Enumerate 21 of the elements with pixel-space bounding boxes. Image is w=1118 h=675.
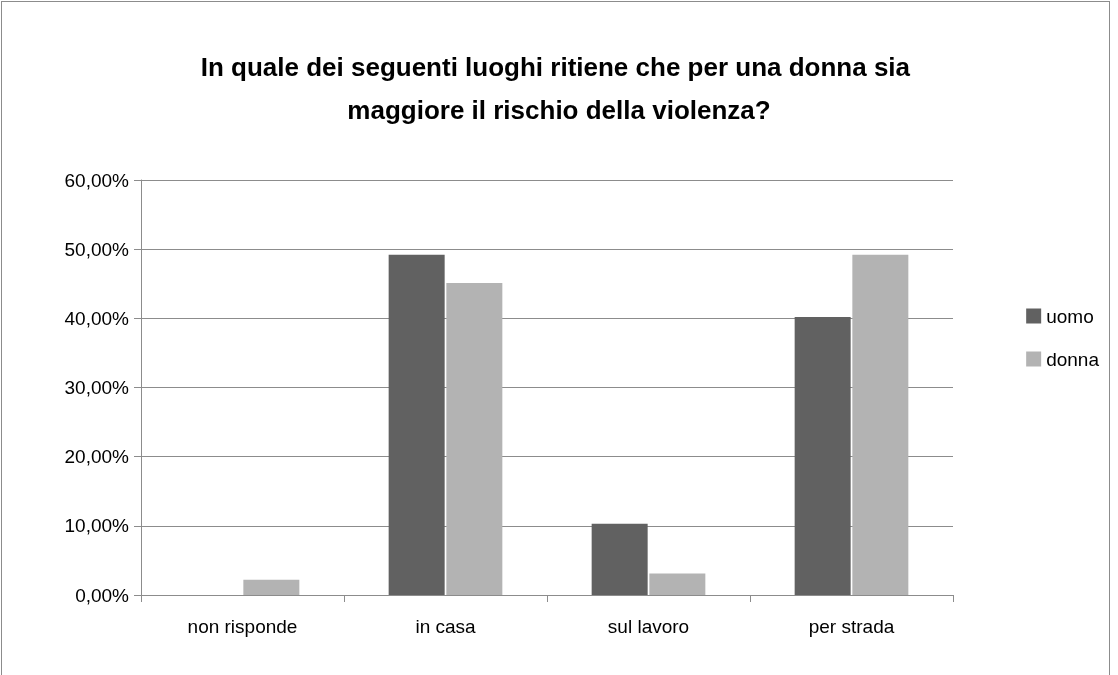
y-tick-label: 30,00% — [64, 377, 130, 398]
bar — [852, 254, 909, 595]
legend-label: donna — [1046, 348, 1100, 370]
bar — [243, 579, 300, 595]
y-tick-label: 60,00% — [64, 169, 130, 191]
bar — [446, 283, 503, 595]
chart-title: In quale dei seguenti luoghi ritiene che per una donna sia maggiore il rischio della violenza? — [200, 51, 918, 125]
x-tick-label: per strada — [808, 616, 895, 637]
y-tick-label: 40,00% — [64, 307, 130, 329]
bar — [388, 254, 445, 595]
y-tick-label: 50,00% — [64, 238, 130, 260]
y-tick-label: 10,00% — [64, 515, 130, 537]
x-tick-label: in casa — [415, 616, 477, 637]
bar — [591, 523, 648, 595]
x-tick-label: non risponde — [187, 616, 298, 637]
y-tick-label: 0,00% — [75, 584, 130, 606]
bar — [794, 316, 851, 595]
x-tick-label: sul lavoro — [607, 616, 690, 637]
legend-label: uomo — [1046, 305, 1094, 327]
bar — [649, 573, 706, 595]
y-tick-label: 20,00% — [64, 446, 130, 468]
